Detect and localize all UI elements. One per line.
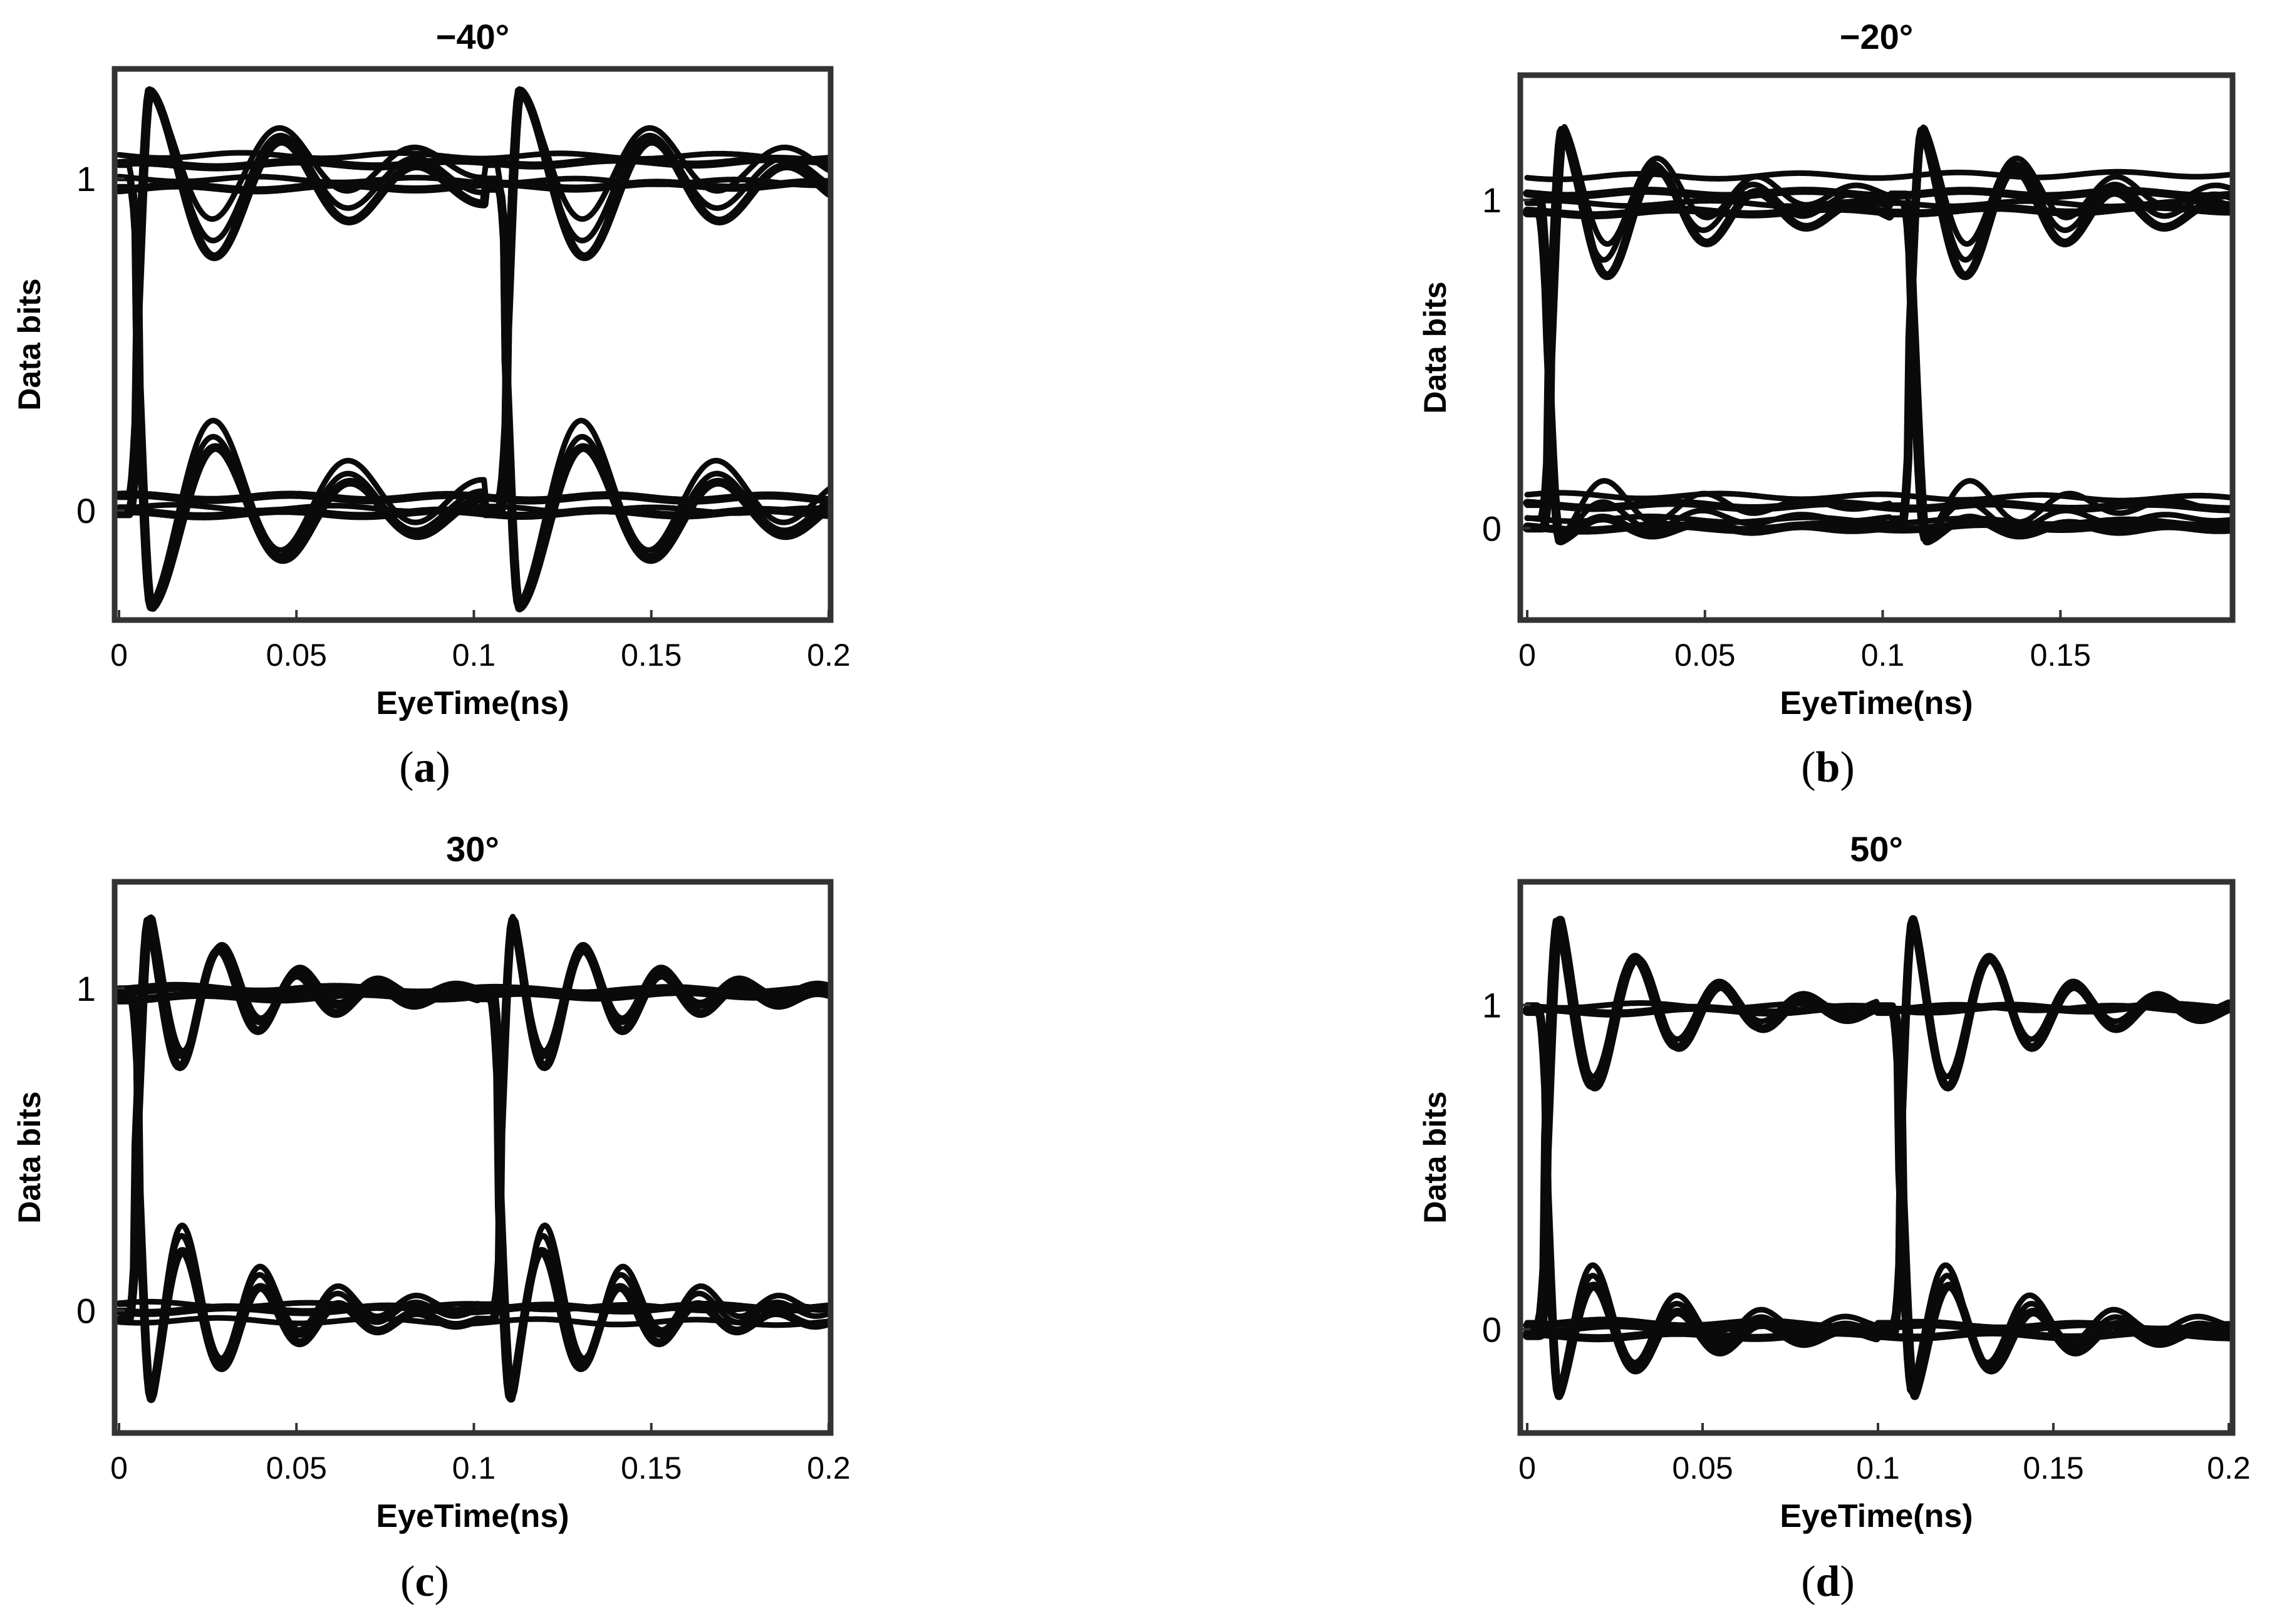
traces-c (115, 914, 831, 1404)
traces-a (115, 86, 831, 613)
level-trace (115, 490, 831, 505)
x-axis-label: EyeTime(ns) (376, 685, 569, 721)
level-trace (1524, 197, 2233, 210)
x-tick-label: 0 (110, 638, 128, 673)
panel-caption: (a) (399, 743, 450, 792)
transition-trace (116, 88, 831, 611)
level-trace (116, 173, 831, 189)
x-tick-label: 0.15 (2030, 638, 2091, 673)
y-axis-label: Data bits (1418, 1091, 1453, 1223)
level-trace (1524, 168, 2233, 182)
transition-trace (116, 87, 831, 610)
y-axis-label: Data bits (12, 1091, 47, 1223)
x-axis-label: EyeTime(ns) (1780, 685, 1973, 721)
x-tick-label: 0.15 (621, 638, 682, 673)
y-tick-label: 0 (76, 1291, 96, 1330)
transition-trace (1524, 916, 2232, 1397)
level-trace (116, 150, 831, 162)
panel-c: 0 0.05 0.1 0.15 0.2 0 1 30° EyeTime(ns) Data bits… (12, 829, 851, 1606)
panel-d: 0 0.05 0.1 0.15 0.2 0 1 50° EyeTime(ns) Data bits… (1418, 829, 2251, 1606)
x-tick-label: 0.1 (452, 638, 496, 673)
transition-trace (1524, 127, 2233, 542)
transition-trace (1524, 918, 2232, 1395)
transition-trace (1523, 126, 2233, 546)
x-tick-label: 0.05 (266, 638, 327, 673)
y-tick-label: 1 (76, 159, 96, 199)
y-tick-label: 0 (1482, 509, 1502, 548)
x-tick-label: 0.15 (621, 1451, 682, 1486)
x-tick-label: 0.2 (2207, 1451, 2251, 1486)
chart-title: −40° (436, 17, 509, 56)
transition-trace (1524, 124, 2233, 540)
x-tick-label: 0 (1518, 638, 1536, 673)
transition-trace (116, 914, 831, 1397)
panel-a: 0 0.05 0.1 0.15 0.2 0 1 −40° EyeTime(ns) Data bit… (12, 17, 851, 792)
transition-trace (1523, 126, 2233, 546)
transition-trace (115, 916, 831, 1403)
transition-trace (115, 86, 831, 613)
y-axis-label: Data bits (1418, 281, 1453, 413)
panel-caption: (b) (1801, 743, 1855, 792)
x-tick-label: 0.05 (1674, 638, 1735, 673)
transition-trace (1524, 918, 2232, 1395)
y-tick-label: 1 (76, 969, 96, 1008)
chart-title: −20° (1840, 17, 1913, 56)
transition-trace (1524, 124, 2233, 540)
panel-caption: (c) (400, 1558, 449, 1606)
transition-trace (116, 86, 831, 609)
y-axis-label: Data bits (12, 278, 47, 410)
level-trace (1524, 490, 2233, 504)
x-axis-label: EyeTime(ns) (1780, 1498, 1973, 1534)
x-tick-label: 0.05 (1672, 1451, 1733, 1486)
transition-trace (116, 86, 831, 609)
plot-frame (112, 879, 834, 1436)
panel-b: 0 0.05 0.1 0.15 0 1 −20° EyeTime(ns) Data bits (b… (1418, 17, 2236, 792)
x-tick-label: 0 (1518, 1451, 1536, 1486)
x-tick-label: 0.1 (1861, 638, 1905, 673)
x-tick-label: 0 (110, 1451, 128, 1486)
x-axis-label: EyeTime(ns) (376, 1498, 569, 1534)
traces-d (1523, 915, 2233, 1400)
transition-trace (116, 914, 831, 1397)
panel-caption: (d) (1801, 1558, 1855, 1606)
plot-frame (1517, 72, 2236, 623)
x-tick-label: 0.15 (2023, 1451, 2083, 1486)
x-tick-label: 0.2 (807, 1451, 851, 1486)
y-tick-label: 1 (1482, 986, 1502, 1025)
chart-title: 50° (1850, 829, 1903, 869)
x-tick-label: 0.05 (266, 1451, 327, 1486)
level-trace (116, 502, 831, 516)
x-tick-label: 0.1 (1856, 1451, 1900, 1486)
y-tick-label: 0 (76, 491, 96, 530)
traces-b (1523, 124, 2233, 546)
chart-title: 30° (446, 829, 499, 869)
y-tick-label: 0 (1482, 1310, 1502, 1349)
y-tick-label: 1 (1482, 180, 1502, 220)
plot-frame (1517, 879, 2236, 1436)
transition-trace (115, 915, 831, 1404)
x-tick-label: 0.1 (452, 1451, 496, 1486)
x-tick-label: 0.2 (807, 638, 851, 673)
